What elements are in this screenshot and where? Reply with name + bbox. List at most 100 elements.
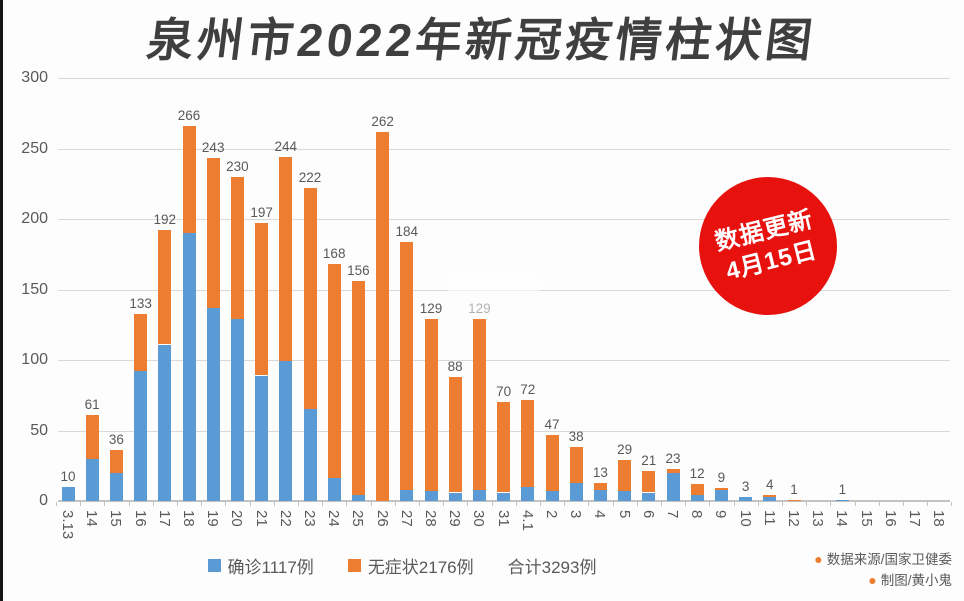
bar-confirmed-segment	[134, 371, 148, 501]
x-axis-tick-label: 7	[664, 510, 681, 519]
x-axis-tickmark	[370, 502, 372, 506]
bar-asymptomatic-segment	[545, 434, 559, 492]
x-axis-tick-label: 14	[833, 510, 851, 527]
x-axis-tickmark	[636, 502, 638, 506]
bar-confirmed-segment	[521, 486, 535, 501]
bar-asymptomatic-segment	[497, 402, 511, 493]
watermark-smudge	[446, 277, 542, 291]
legend-asymptomatic-label: 无症状2176例	[367, 558, 474, 577]
credits-author-line: ● 制图/黄小鬼	[814, 570, 952, 591]
x-axis-tickmark	[733, 502, 735, 506]
x-axis-tickmark	[346, 502, 348, 506]
asymptomatic-swatch-icon	[347, 559, 361, 572]
bar-total-label: 12	[689, 466, 705, 482]
x-axis-tickmark	[152, 502, 154, 506]
bar-total-label: 21	[641, 453, 657, 469]
x-axis-tickmark	[443, 502, 445, 506]
bar-total-label: 262	[371, 113, 394, 129]
bar-total-label: 156	[347, 263, 370, 278]
x-axis-tickmark	[491, 502, 493, 506]
bar-total-label: 1	[838, 481, 847, 497]
x-axis-tickmark	[878, 502, 880, 506]
bar-total-label: 230	[226, 158, 249, 174]
x-axis-tickmark	[515, 502, 517, 506]
x-axis-tickmark	[104, 502, 106, 506]
y-axis-tick-label: 200	[21, 210, 48, 227]
x-axis-tick-label: 30	[470, 510, 488, 527]
x-axis-tickmark	[660, 502, 662, 506]
bar-total-label: 61	[84, 397, 100, 412]
bar-confirmed-segment	[182, 233, 196, 501]
x-axis-tick-label: 14	[83, 510, 101, 527]
bar-total-label: 168	[322, 246, 346, 262]
x-axis-tickmark	[249, 502, 251, 506]
x-axis-tickmark	[225, 502, 227, 506]
x-axis-tick-label: 24	[325, 510, 343, 527]
y-axis-tick-label: 250	[21, 139, 48, 157]
x-axis-tick-label: 13	[809, 510, 827, 527]
bar-asymptomatic-segment	[327, 264, 341, 479]
bar-asymptomatic-segment	[763, 495, 777, 497]
x-axis-tickmark	[709, 502, 711, 506]
x-axis-tick-label: 3	[567, 510, 585, 519]
bar-confirmed-segment	[545, 491, 559, 501]
bar-total-label: 10	[60, 468, 76, 484]
x-axis-tickmark	[80, 502, 82, 506]
x-axis-tick-label: 9	[712, 510, 730, 519]
x-axis-tick-label: 31	[494, 510, 512, 527]
x-axis-tickmark	[467, 502, 469, 506]
legend-item-total: 合计3293例	[508, 553, 597, 578]
x-axis-tickmark	[176, 502, 178, 506]
x-axis-tick-label: 20	[228, 510, 246, 527]
x-axis-tick-label: 21	[252, 510, 270, 527]
x-axis-tickmark	[539, 502, 541, 506]
x-axis-tick-label: 28	[422, 510, 439, 527]
y-axis-tick-label: 150	[21, 280, 48, 298]
bar-confirmed-segment	[279, 361, 293, 501]
bar-asymptomatic-segment	[787, 499, 801, 501]
x-axis-tick-label: 10	[736, 510, 754, 527]
bar-confirmed-segment	[497, 492, 511, 501]
bar-total-label: 72	[520, 381, 536, 397]
bar-asymptomatic-segment	[642, 471, 656, 493]
x-axis-tickmark	[806, 502, 808, 506]
confirmed-swatch-icon	[207, 559, 221, 572]
bar-total-label: 4	[766, 477, 774, 493]
bar-confirmed-segment	[642, 492, 656, 501]
x-axis-line	[58, 500, 950, 502]
update-badge-text: 数据更新 4月15日	[712, 204, 824, 289]
x-axis-tickmark	[685, 502, 687, 506]
x-axis-tick-label: 19	[204, 510, 222, 527]
bar-total-label: 266	[177, 107, 201, 123]
orange-dot-icon: ●	[814, 551, 823, 567]
x-axis-tick-label: 11	[760, 510, 778, 526]
legend-confirmed-label: 确诊1117例	[227, 558, 314, 577]
x-axis-tick-label: 6	[639, 510, 657, 519]
orange-dot-icon: ●	[868, 572, 877, 588]
bar-asymptomatic-segment	[714, 488, 728, 490]
bar-confirmed-segment	[85, 458, 99, 501]
bar-total-label: 184	[395, 223, 419, 239]
bar-confirmed-segment	[61, 486, 75, 501]
bar-total-label: 222	[298, 170, 322, 185]
x-axis-tickmark	[297, 502, 299, 506]
x-axis-tick-label: 12	[785, 510, 802, 527]
bar-confirmed-segment	[109, 472, 123, 501]
bar-asymptomatic-segment	[376, 131, 390, 501]
x-axis-tick-label: 2	[543, 510, 560, 519]
x-axis-tickmark	[418, 502, 420, 506]
x-axis-tick-label: 4	[591, 510, 609, 519]
x-axis-tick-label: 22	[276, 510, 294, 527]
bar-asymptomatic-segment	[521, 399, 535, 487]
legend-item-asymptomatic: 无症状2176例	[347, 553, 474, 578]
x-axis-tick-label: 3.13	[59, 510, 76, 540]
y-axis-tick-label: 0	[39, 492, 48, 509]
x-axis-tick-label: 16	[131, 510, 149, 527]
bar-confirmed-segment	[303, 409, 317, 501]
bar-total-label: 13	[592, 464, 608, 480]
bar-asymptomatic-segment	[255, 223, 269, 376]
x-axis-tickmark	[564, 502, 566, 506]
bar-total-label: 36	[108, 432, 124, 448]
y-gridline	[58, 78, 950, 79]
x-axis-tick-label: 4.1	[518, 510, 536, 531]
